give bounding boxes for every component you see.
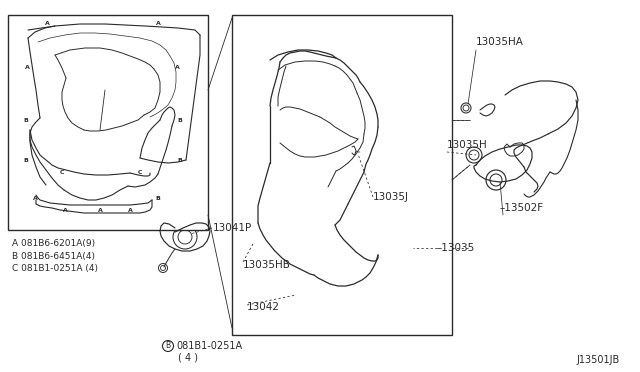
Text: B: B	[165, 341, 171, 350]
Text: 13035H: 13035H	[447, 140, 488, 150]
Text: A: A	[24, 64, 29, 70]
Text: –13035: –13035	[437, 243, 476, 253]
Text: 13035HA: 13035HA	[476, 37, 524, 47]
Text: C: C	[60, 170, 64, 174]
Text: A: A	[156, 20, 161, 26]
Text: A: A	[33, 196, 37, 201]
Text: C 081B1-0251A (4): C 081B1-0251A (4)	[12, 264, 98, 273]
Text: 13041P: 13041P	[213, 223, 252, 233]
Text: A: A	[127, 208, 132, 212]
Text: A: A	[175, 64, 179, 70]
Text: 13035HB: 13035HB	[243, 260, 291, 270]
Text: B: B	[24, 157, 28, 163]
Text: 081B1-0251A: 081B1-0251A	[176, 341, 242, 351]
Text: 13035J: 13035J	[373, 192, 409, 202]
Text: B: B	[24, 118, 28, 122]
Text: B: B	[156, 196, 161, 201]
Bar	[232, 15, 452, 335]
Text: J13501JB: J13501JB	[577, 355, 620, 365]
Text: A 081B6-6201A(9): A 081B6-6201A(9)	[12, 238, 95, 247]
Text: A: A	[63, 208, 67, 212]
Text: C: C	[138, 170, 142, 174]
Text: B: B	[177, 157, 182, 163]
Text: A: A	[97, 208, 102, 212]
Bar	[8, 15, 208, 230]
Text: B 081B6-6451A(4): B 081B6-6451A(4)	[12, 251, 95, 260]
Text: ( 4 ): ( 4 )	[178, 352, 198, 362]
Text: –13502F: –13502F	[500, 203, 544, 213]
Text: 13042: 13042	[247, 302, 280, 312]
Text: B: B	[177, 118, 182, 122]
Text: A: A	[45, 20, 49, 26]
